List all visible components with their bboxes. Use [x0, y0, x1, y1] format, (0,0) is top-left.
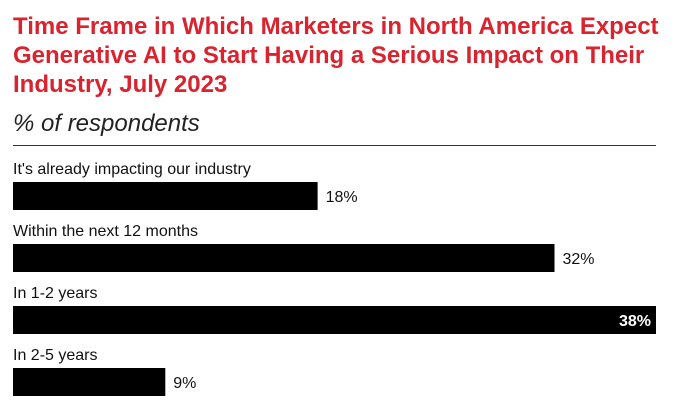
value-label: 9%	[173, 375, 196, 392]
bar	[13, 244, 555, 272]
bar	[13, 306, 656, 334]
category-label: In 1-2 years	[13, 285, 97, 302]
category-label: It's already impacting our industry	[13, 161, 251, 178]
chart-title: Time Frame in Which Marketers in North A…	[13, 13, 659, 98]
bar	[13, 182, 318, 210]
value-label: 32%	[562, 251, 594, 268]
title-divider	[13, 145, 656, 146]
value-label: 38%	[619, 313, 651, 330]
value-label: 18%	[326, 189, 358, 206]
bar	[13, 368, 166, 396]
category-label: In 2-5 years	[13, 347, 97, 364]
category-label: Within the next 12 months	[13, 223, 198, 240]
chart-subtitle: % of respondents	[13, 110, 200, 137]
